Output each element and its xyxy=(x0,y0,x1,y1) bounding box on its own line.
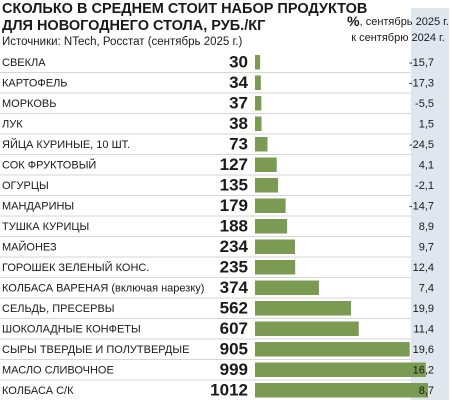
change-label: 8,7 xyxy=(419,385,434,397)
chart-subtitle: Источники: NTech, Росстат (сентябрь 2025… xyxy=(2,36,242,48)
category-label: МАНДАРИНЫ xyxy=(2,201,74,213)
value-label: 235 xyxy=(220,258,248,277)
bar xyxy=(255,342,410,357)
category-label: КАРТОФЕЛЬ xyxy=(2,78,68,90)
bar xyxy=(255,55,261,70)
category-label: СЕЛЬДЬ, ПРЕСЕРВЫ xyxy=(2,303,115,315)
value-label: 905 xyxy=(220,340,248,359)
value-label: 38 xyxy=(229,114,248,133)
bar xyxy=(255,260,296,275)
bar xyxy=(255,362,426,377)
value-label: 34 xyxy=(229,73,248,92)
change-header: %, сентябрь 2025 г. xyxy=(347,13,449,29)
chart-title: СКОЛЬКО В СРЕДНЕМ СТОИТ НАБОР ПРОДУКТОВ xyxy=(2,1,367,17)
bar xyxy=(255,321,359,336)
category-label: МАСЛО СЛИВОЧНОЕ xyxy=(2,365,114,377)
change-label: 11,4 xyxy=(413,324,434,336)
change-label: 19,6 xyxy=(413,344,434,356)
bar xyxy=(255,178,279,193)
bar xyxy=(255,198,286,213)
bar xyxy=(255,301,352,316)
category-label: СВЕКЛА xyxy=(2,57,46,69)
value-label: 188 xyxy=(220,217,248,236)
change-label: 1,5 xyxy=(419,119,434,131)
bar xyxy=(255,96,262,111)
bar xyxy=(255,280,319,295)
change-label: 4,1 xyxy=(419,160,434,172)
category-label: СОК ФРУКТОВЫЙ xyxy=(2,159,96,172)
category-label: КОЛБАСА С/К xyxy=(2,385,74,397)
change-column xyxy=(411,8,449,400)
category-label: ШОКОЛАДНЫЕ КОНФЕТЫ xyxy=(2,324,141,336)
change-label: -5,5 xyxy=(415,98,434,110)
change-label: -14,7 xyxy=(409,201,434,213)
value-label: 30 xyxy=(229,53,248,72)
change-label: 12,4 xyxy=(413,262,434,274)
category-label: КОЛБАСА ВАРЕНАЯ (включая нарезку) xyxy=(2,283,204,295)
category-label: ЯЙЦА КУРИНЫЕ, 10 ШТ. xyxy=(2,138,130,151)
bar xyxy=(255,137,268,152)
change-header-text: к сентябрю 2024 г. xyxy=(351,32,445,44)
change-label: -15,7 xyxy=(409,57,434,69)
change-label: -2,1 xyxy=(415,180,434,192)
value-label: 999 xyxy=(220,360,248,379)
value-label: 179 xyxy=(220,196,248,215)
value-label: 374 xyxy=(220,278,249,297)
category-label: МАЙОНЕЗ xyxy=(2,241,57,254)
change-label: 19,9 xyxy=(413,303,434,315)
change-label: 8,9 xyxy=(419,221,434,233)
value-label: 135 xyxy=(220,176,248,195)
category-label: СЫРЫ ТВЕРДЫЕ И ПОЛУТВЕРДЫЕ xyxy=(2,344,189,356)
value-label: 562 xyxy=(220,299,248,318)
category-label: ОГУРЦЫ xyxy=(2,180,49,192)
bar xyxy=(255,75,261,90)
change-label: -24,5 xyxy=(409,139,434,151)
value-label: 73 xyxy=(229,135,248,154)
change-label: 9,7 xyxy=(419,242,434,254)
category-label: ГОРОШЕК ЗЕЛЕНЫЙ КОНС. xyxy=(2,261,149,274)
value-label: 234 xyxy=(220,237,249,256)
bar xyxy=(255,116,262,131)
change-label: -17,3 xyxy=(409,78,434,90)
value-label: 127 xyxy=(220,155,248,174)
bar xyxy=(255,219,288,234)
change-label: 7,4 xyxy=(419,283,434,295)
change-header-unit: % xyxy=(347,13,360,29)
category-label: ТУШКА КУРИЦЫ xyxy=(2,221,89,233)
bar xyxy=(255,157,277,172)
chart-title: ДЛЯ НОВОГОДНЕГО СТОЛА, РУБ./КГ xyxy=(2,18,265,34)
bar xyxy=(255,383,428,398)
value-label: 37 xyxy=(229,94,248,113)
category-label: ЛУК xyxy=(2,119,23,131)
category-label: МОРКОВЬ xyxy=(2,98,56,110)
value-label: 607 xyxy=(220,319,248,338)
change-header-text: , сентябрь 2025 г. xyxy=(360,16,449,28)
value-label: 1012 xyxy=(210,381,248,400)
change-label: 16,2 xyxy=(413,365,434,377)
bar xyxy=(255,239,296,254)
